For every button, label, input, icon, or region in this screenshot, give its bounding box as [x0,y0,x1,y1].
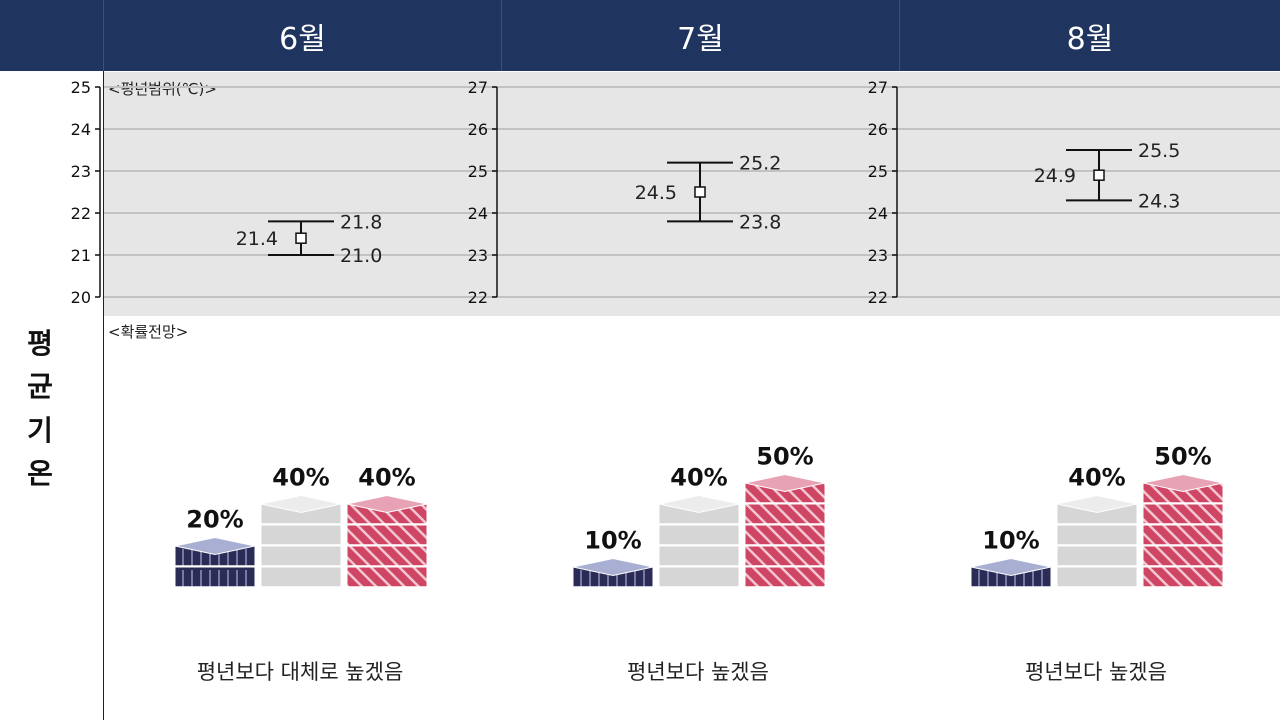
y-tick-label: 27 [868,78,888,97]
probability-block-top [658,494,740,514]
caption-july: 평년보다 높겠음 [627,660,769,684]
probability-block-front [1056,566,1138,589]
probability-block-front [658,566,740,589]
y-tick-label: 20 [71,288,91,307]
probability-block-front [346,545,428,568]
header-divider [501,0,502,71]
probability-block-front [1056,545,1138,568]
probability-label: 10% [584,527,641,555]
probability-label: 10% [982,527,1039,555]
caption-june: 평년보다 대체로 높겠음 [196,660,404,684]
lower-value-label: 24.3 [1138,190,1180,212]
probability-block-top [1142,473,1224,493]
probability-block-front [260,524,342,547]
probability-block-front [1142,545,1224,568]
y-tick-label: 22 [468,288,488,307]
probability-block-top [970,557,1052,577]
probability-label: 20% [186,506,243,534]
y-tick-label: 24 [468,204,488,223]
probability-label: 40% [670,464,727,492]
y-tick-label: 26 [868,120,888,139]
probability-block-front [744,524,826,547]
mean-marker [694,186,706,198]
mean-value-label: 24.9 [1034,165,1076,187]
mean-value-label: 24.5 [635,182,677,204]
probability-block-front [174,566,256,589]
month-header-june: 6월 [279,21,326,57]
upper-value-label: 25.5 [1138,140,1180,162]
y-tick-label: 25 [71,78,91,97]
probability-block-front [744,503,826,526]
y-tick-label: 24 [868,204,888,223]
header-divider [899,0,900,71]
lower-value-label: 23.8 [739,211,781,233]
probability-block-front [744,545,826,568]
probability-block-top [174,536,256,556]
header-bar: 6월 7월 8월 [0,0,1280,71]
side-label-char: 평 [27,327,53,360]
probability-label: 40% [272,464,329,492]
probability-block-front [1142,503,1224,526]
y-tick-label: 25 [868,162,888,181]
side-label-average-temperature: 평 균 기 온 [0,322,80,492]
y-tick-label: 22 [71,204,91,223]
y-tick-label: 23 [868,246,888,265]
y-tick-label: 27 [468,78,488,97]
probability-label: 40% [1068,464,1125,492]
y-tick-label: 22 [868,288,888,307]
month-header-july: 7월 [677,21,724,57]
month-header-august: 8월 [1066,21,1114,57]
probability-block-top [744,473,826,493]
y-tick-label: 23 [71,162,91,181]
probability-block-front [346,566,428,589]
probability-block-front [1142,566,1224,589]
mean-marker [295,232,307,244]
range-panel-label: <평년범위(℃)> [108,80,217,98]
probability-block-front [346,524,428,547]
normal-range-panel [104,72,1280,316]
probability-block-top [1056,494,1138,514]
probability-block-front [744,566,826,589]
lower-value-label: 21.0 [340,245,382,267]
y-tick-label: 25 [468,162,488,181]
mean-value-label: 21.4 [236,228,278,250]
probability-block-front [1142,524,1224,547]
upper-value-label: 21.8 [340,211,382,233]
header-divider [103,0,104,71]
probability-label: 50% [756,443,813,471]
upper-value-label: 25.2 [739,153,781,175]
probability-block-top [572,557,654,577]
left-border [103,71,104,720]
probability-block-front [260,545,342,568]
probability-label: 50% [1154,443,1211,471]
probability-label: 40% [358,464,415,492]
y-tick-label: 26 [468,120,488,139]
probability-block-top [346,494,428,514]
probability-block-front [658,545,740,568]
probability-block-front [658,524,740,547]
side-label-char: 균 [27,370,53,404]
probability-block-front [1056,524,1138,547]
probability-block-front [260,566,342,589]
side-label-char: 기 [27,413,53,447]
caption-august: 평년보다 높겠음 [1025,660,1167,684]
mean-marker [1093,169,1105,181]
side-label-char: 온 [27,456,53,490]
y-tick-label: 21 [71,246,91,265]
probability-panel-label: <확률전망> [108,323,189,341]
y-tick-label: 23 [468,246,488,265]
probability-block-top [260,494,342,514]
y-tick-label: 24 [71,120,91,139]
